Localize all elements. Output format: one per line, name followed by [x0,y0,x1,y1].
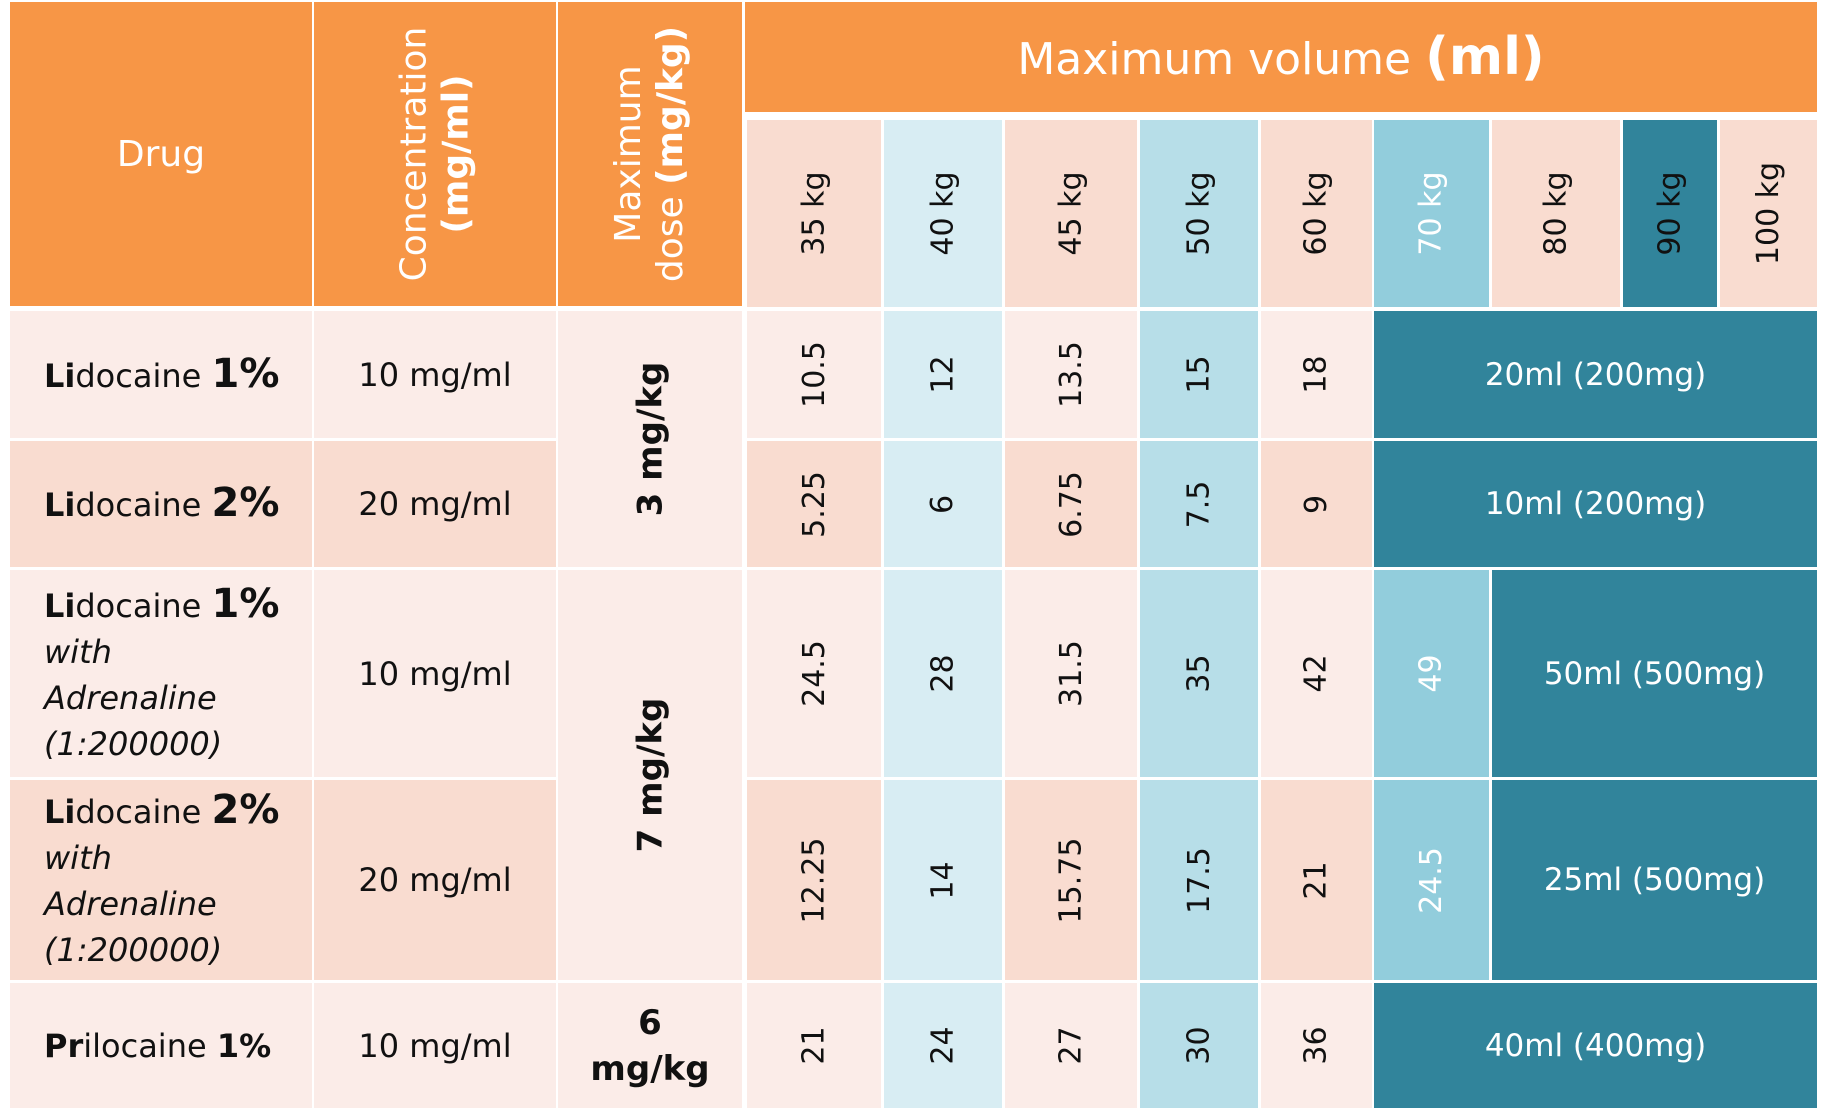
header-concentration: Concentration (mg/ml) [314,2,556,306]
table-cell: 14 [884,780,1002,980]
table-cell: 5.25 [747,441,881,567]
header-max-volume: Maximum volume (ml) [745,2,1817,112]
dose-prilocaine: 6 mg/kg [558,983,742,1108]
table-cell: 24.5 [747,570,881,777]
weight-header-40: 40 kg [884,120,1002,307]
table-cell: 7.5 [1140,441,1258,567]
table-cell: 6 [884,441,1002,567]
table-cell: 30 [1140,983,1258,1108]
table-cell: 13.5 [1005,311,1137,438]
header-concentration-label: Concentration (mg/ml) [393,26,477,282]
weight-header-60: 60 kg [1261,120,1372,307]
header-max-volume-label: Maximum volume (ml) [1017,27,1545,87]
header-drug-label: Drug [116,133,206,175]
table-row-drug: Lidocaine 2% [10,441,312,567]
max-volume-cell: 20ml (200mg) [1374,311,1817,438]
table-cell: 18 [1261,311,1372,438]
table-cell: 9 [1261,441,1372,567]
table-row-drug: Lidocaine 1% [10,311,312,438]
table-row-drug: Lidocaine 1% with Adrenaline (1:200000) [10,570,312,777]
table-cell: 15 [1140,311,1258,438]
weight-header-100: 100 kg [1720,120,1817,307]
table-row-concentration: 20 mg/ml [314,441,556,567]
table-cell: 21 [747,983,881,1108]
table-cell: 12 [884,311,1002,438]
table-cell: 24 [884,983,1002,1108]
weight-header-80: 80 kg [1492,120,1620,307]
weight-header-35: 35 kg [747,120,881,307]
table-cell: 49 [1374,570,1489,777]
table-row-drug: Prilocaine 1% [10,983,312,1108]
table-cell: 17.5 [1140,780,1258,980]
table-row-concentration: 10 mg/ml [314,311,556,438]
max-volume-cell: 40ml (400mg) [1374,983,1817,1108]
max-volume-cell: 25ml (500mg) [1492,780,1817,980]
max-volume-cell: 50ml (500mg) [1492,570,1817,777]
weight-header-70: 70 kg [1374,120,1489,307]
header-max-dose: Maximum dose (mg/kg) [558,2,742,306]
table-cell: 27 [1005,983,1137,1108]
table-row-concentration: 10 mg/ml [314,570,556,777]
table-cell: 42 [1261,570,1372,777]
weight-header-50: 50 kg [1140,120,1258,307]
header-max-dose-label: Maximum dose (mg/kg) [608,25,691,283]
dose-with-adrenaline: 7 mg/kg [558,570,742,980]
weight-header-90: 90 kg [1623,120,1717,307]
dose-lidocaine: 3 mg/kg [558,311,742,567]
header-drug: Drug [10,2,312,306]
table-cell: 24.5 [1374,780,1489,980]
table-cell: 36 [1261,983,1372,1108]
weight-header-45: 45 kg [1005,120,1137,307]
table-cell: 35 [1140,570,1258,777]
table-cell: 12.25 [747,780,881,980]
table-cell: 6.75 [1005,441,1137,567]
table-cell: 21 [1261,780,1372,980]
table-row-concentration: 20 mg/ml [314,780,556,980]
max-volume-cell: 10ml (200mg) [1374,441,1817,567]
table-cell: 10.5 [747,311,881,438]
table-row-concentration: 10 mg/ml [314,983,556,1108]
table-cell: 15.75 [1005,780,1137,980]
table-cell: 28 [884,570,1002,777]
table-cell: 31.5 [1005,570,1137,777]
table-row-drug: Lidocaine 2% with Adrenaline (1:200000) [10,780,312,980]
